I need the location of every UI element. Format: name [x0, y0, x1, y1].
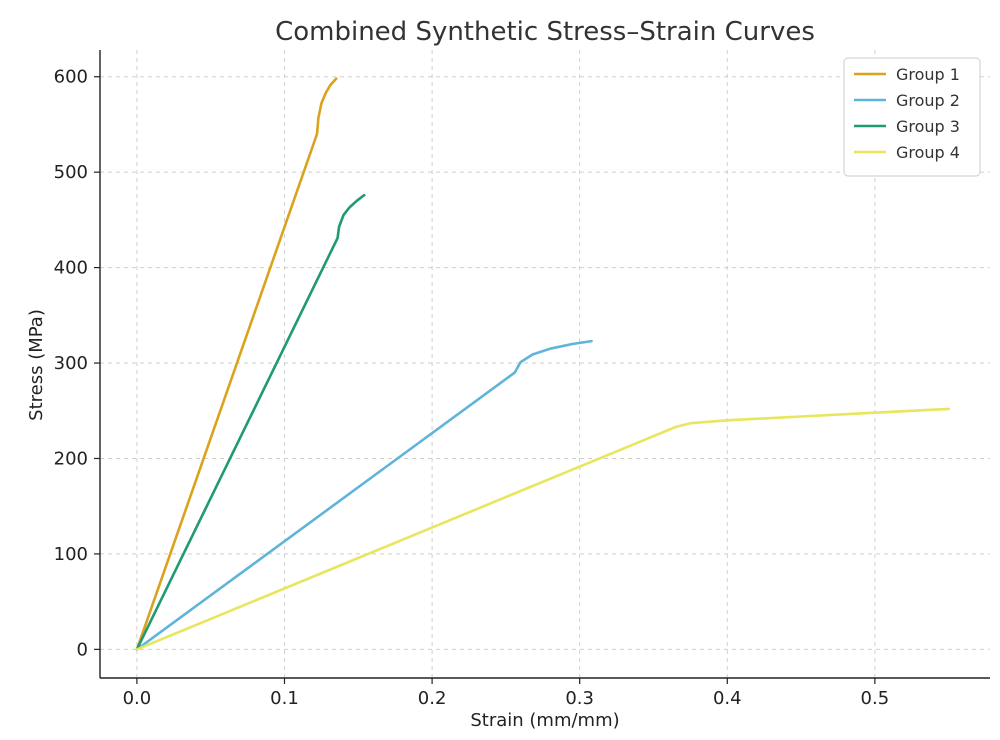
y-tick-label: 100 — [54, 544, 88, 565]
x-tick-label: 0.3 — [565, 688, 594, 709]
x-tick-label: 0.1 — [270, 688, 299, 709]
x-axis-label: Strain (mm/mm) — [470, 710, 619, 731]
y-axis-label: Stress (MPa) — [26, 309, 47, 421]
series-lines — [135, 77, 951, 651]
ticks: 0.0 0.1 0.2 0.3 0.4 0.5 0 100 200 300 400 500 600 — [54, 67, 890, 709]
y-tick-label: 200 — [54, 448, 88, 469]
legend-label-group-2: Group 2 — [896, 91, 960, 110]
y-tick-label: 500 — [54, 162, 88, 183]
legend-label-group-3: Group 3 — [896, 117, 960, 136]
y-tick-label: 600 — [54, 67, 88, 88]
chart-title: Combined Synthetic Stress–Strain Curves — [275, 17, 815, 47]
axes — [99, 50, 990, 679]
legend-label-group-4: Group 4 — [896, 143, 960, 162]
legend-label-group-1: Group 1 — [896, 65, 960, 84]
series-line-group-1 — [135, 77, 338, 651]
y-tick-label: 300 — [54, 353, 88, 374]
series-line-group-3 — [135, 193, 366, 651]
x-tick-label: 0.5 — [861, 688, 890, 709]
legend: Group 1 Group 2 Group 3 Group 4 — [843, 57, 981, 177]
y-tick-label: 400 — [54, 258, 88, 279]
x-tick-label: 0.4 — [713, 688, 742, 709]
series-line-group-2 — [135, 339, 593, 651]
series-line-group-4 — [135, 407, 951, 651]
x-tick-label: 0.0 — [123, 688, 152, 709]
x-tick-label: 0.2 — [418, 688, 447, 709]
y-tick-label: 0 — [77, 639, 88, 660]
legend-box — [843, 57, 981, 177]
